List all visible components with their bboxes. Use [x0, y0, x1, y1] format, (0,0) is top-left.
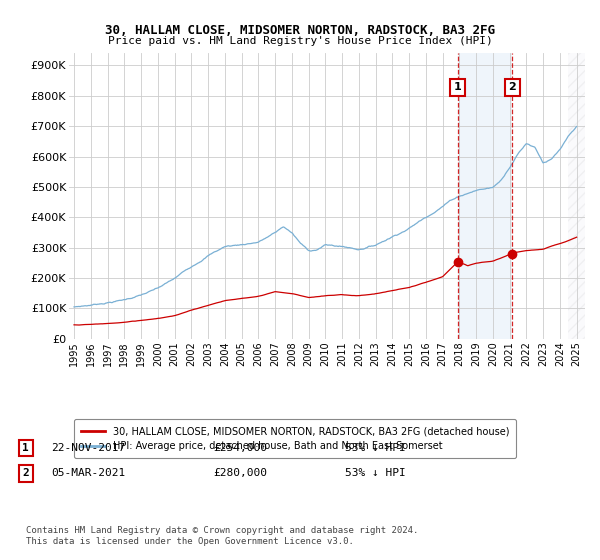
Text: Price paid vs. HM Land Registry's House Price Index (HPI): Price paid vs. HM Land Registry's House … [107, 36, 493, 46]
Text: 1: 1 [454, 82, 461, 92]
Bar [568, 53, 585, 339]
Text: £254,000: £254,000 [213, 443, 267, 453]
Text: 53% ↓ HPI: 53% ↓ HPI [345, 468, 406, 478]
Text: 05-MAR-2021: 05-MAR-2021 [51, 468, 125, 478]
Text: 2: 2 [22, 468, 29, 478]
Bar [568, 53, 585, 339]
Text: Contains HM Land Registry data © Crown copyright and database right 2024.
This d: Contains HM Land Registry data © Crown c… [26, 526, 418, 546]
Text: 30, HALLAM CLOSE, MIDSOMER NORTON, RADSTOCK, BA3 2FG: 30, HALLAM CLOSE, MIDSOMER NORTON, RADST… [105, 24, 495, 36]
Text: £280,000: £280,000 [213, 468, 267, 478]
Text: 1: 1 [22, 443, 29, 453]
Bar [458, 53, 512, 339]
Text: 22-NOV-2017: 22-NOV-2017 [51, 443, 125, 453]
Text: 2: 2 [509, 82, 517, 92]
Legend: 30, HALLAM CLOSE, MIDSOMER NORTON, RADSTOCK, BA3 2FG (detached house), HPI: Aver: 30, HALLAM CLOSE, MIDSOMER NORTON, RADST… [74, 419, 516, 458]
Text: 53% ↓ HPI: 53% ↓ HPI [345, 443, 406, 453]
